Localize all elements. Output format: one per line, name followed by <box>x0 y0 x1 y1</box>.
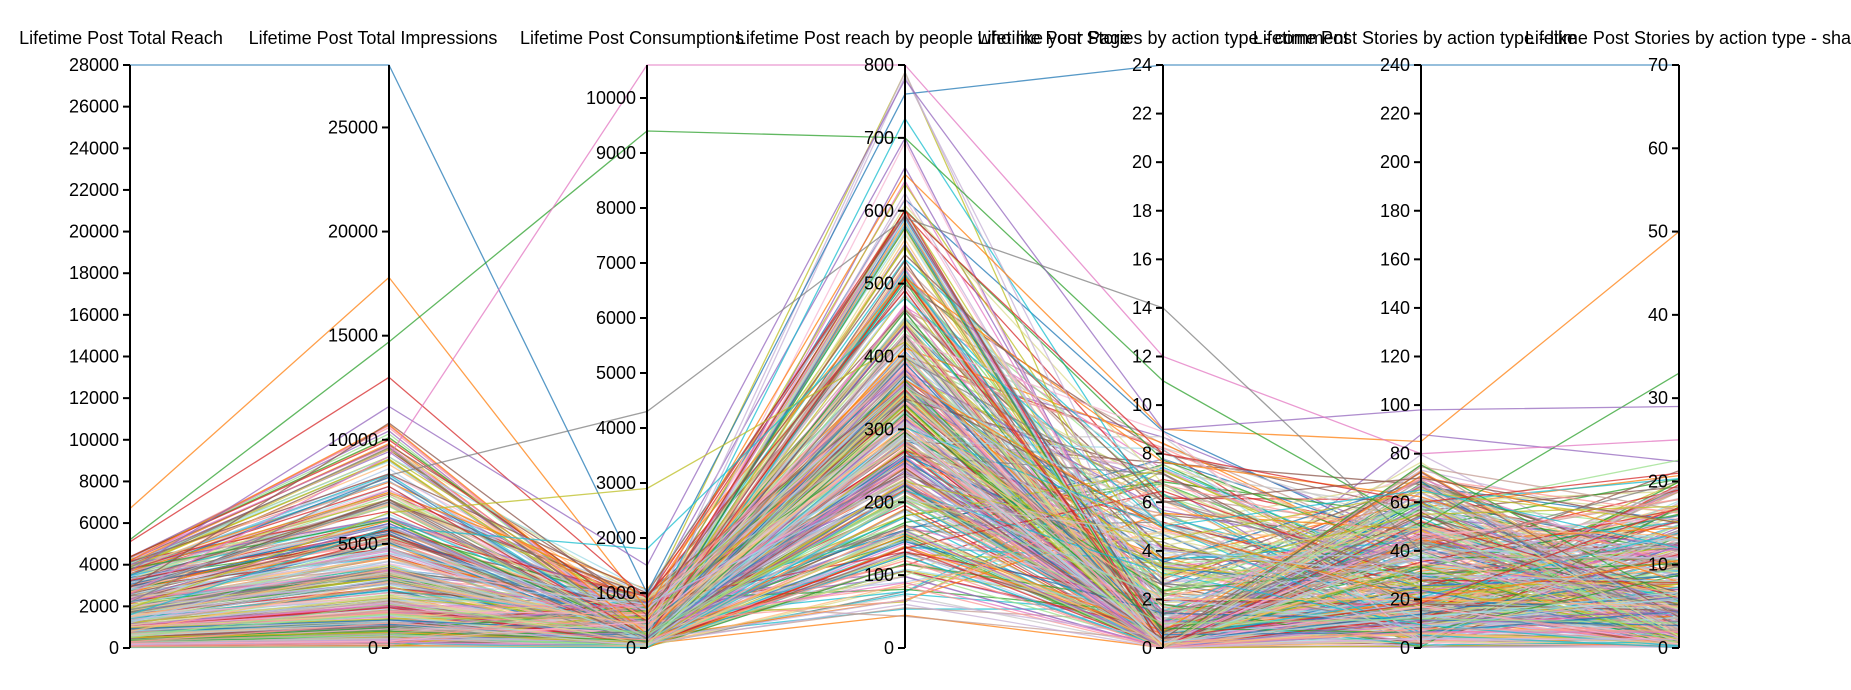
tick-label: 60 <box>1390 492 1410 512</box>
tick-label: 10000 <box>328 430 378 450</box>
tick-label: 22 <box>1132 104 1152 124</box>
tick-label: 4000 <box>596 418 636 438</box>
axis-6: 0 20 40 60 80 100 120 140 160 180 200 220 240 Lifetim… <box>1253 28 1577 658</box>
tick-label: 100 <box>864 565 894 585</box>
tick-label: 30 <box>1648 388 1668 408</box>
axis-title: Lifetime Post Total Reach <box>19 28 223 48</box>
tick-label: 40 <box>1648 305 1668 325</box>
tick-label: 4000 <box>79 555 119 575</box>
tick-label: 0 <box>1658 638 1668 658</box>
tick-label: 18000 <box>69 263 119 283</box>
tick-label: 15000 <box>328 326 378 346</box>
tick-label: 16000 <box>69 305 119 325</box>
tick-label: 400 <box>864 347 894 367</box>
tick-label: 60 <box>1648 138 1668 158</box>
tick-label: 5000 <box>338 534 378 554</box>
tick-label: 1000 <box>596 583 636 603</box>
tick-label: 0 <box>884 638 894 658</box>
tick-label: 600 <box>864 201 894 221</box>
tick-label: 20 <box>1132 152 1152 172</box>
tick-label: 70 <box>1648 55 1668 75</box>
tick-label: 24 <box>1132 55 1152 75</box>
tick-label: 0 <box>368 638 378 658</box>
tick-label: 2000 <box>79 596 119 616</box>
tick-label: 200 <box>864 492 894 512</box>
tick-label: 26000 <box>69 97 119 117</box>
axis-title: Lifetime Post Stories by action type - c… <box>977 28 1348 48</box>
tick-label: 6 <box>1142 492 1152 512</box>
tick-label: 160 <box>1380 249 1410 269</box>
tick-label: 22000 <box>69 180 119 200</box>
axis-2: 0 5000 10000 15000 20000 25000 Lifetime Post T… <box>249 28 498 658</box>
tick-label: 0 <box>626 638 636 658</box>
tick-label: 40 <box>1390 541 1410 561</box>
tick-label: 20 <box>1648 471 1668 491</box>
tick-label: 8000 <box>596 198 636 218</box>
tick-label: 50 <box>1648 222 1668 242</box>
tick-label: 2000 <box>596 528 636 548</box>
axis-1: 0 2000 4000 6000 8000 10000 12000 14000 16000 180… <box>19 28 223 658</box>
tick-label: 6000 <box>596 308 636 328</box>
tick-label: 10 <box>1648 555 1668 575</box>
tick-label: 3000 <box>596 473 636 493</box>
tick-label: 10 <box>1132 395 1152 415</box>
tick-label: 18 <box>1132 201 1152 221</box>
tick-label: 7000 <box>596 253 636 273</box>
tick-label: 200 <box>1380 152 1410 172</box>
axes-group: 0200040006000800010000120001400016000180… <box>19 28 1851 658</box>
tick-label: 10000 <box>69 430 119 450</box>
tick-label: 24000 <box>69 138 119 158</box>
axis-title: Lifetime Post Stories by action type - l… <box>1253 28 1577 48</box>
tick-label: 0 <box>109 638 119 658</box>
tick-label: 500 <box>864 274 894 294</box>
tick-label: 20000 <box>69 222 119 242</box>
tick-label: 28000 <box>69 55 119 75</box>
tick-label: 12000 <box>69 388 119 408</box>
tick-label: 80 <box>1390 444 1410 464</box>
tick-label: 0 <box>1142 638 1152 658</box>
axis-3: 0 1000 2000 3000 4000 5000 6000 7000 8000 9000 100… <box>520 28 744 658</box>
tick-label: 180 <box>1380 201 1410 221</box>
tick-label: 220 <box>1380 104 1410 124</box>
tick-label: 4 <box>1142 541 1152 561</box>
tick-label: 16 <box>1132 249 1152 269</box>
tick-label: 0 <box>1400 638 1410 658</box>
tick-label: 12 <box>1132 347 1152 367</box>
axis-7: 0 10 20 30 40 50 60 70 Lifetime Post Stories by … <box>1525 28 1851 658</box>
tick-label: 240 <box>1380 55 1410 75</box>
tick-label: 700 <box>864 128 894 148</box>
axis-4: 0 100 200 300 400 500 600 700 800 Lifetime Post r… <box>736 28 1130 658</box>
tick-label: 120 <box>1380 347 1410 367</box>
tick-label: 8 <box>1142 444 1152 464</box>
tick-label: 140 <box>1380 298 1410 318</box>
tick-label: 2 <box>1142 589 1152 609</box>
axis-title: Lifetime Post Stories by action type - s… <box>1525 28 1851 48</box>
tick-label: 10000 <box>586 88 636 108</box>
tick-label: 9000 <box>596 143 636 163</box>
tick-label: 8000 <box>79 471 119 491</box>
tick-label: 14 <box>1132 298 1152 318</box>
tick-label: 300 <box>864 419 894 439</box>
tick-label: 20000 <box>328 222 378 242</box>
tick-label: 800 <box>864 55 894 75</box>
tick-label: 5000 <box>596 363 636 383</box>
tick-label: 100 <box>1380 395 1410 415</box>
tick-label: 6000 <box>79 513 119 533</box>
tick-label: 25000 <box>328 117 378 137</box>
axis-title: Lifetime Post Total Impressions <box>249 28 498 48</box>
tick-label: 20 <box>1390 589 1410 609</box>
tick-label: 14000 <box>69 347 119 367</box>
axis-title: Lifetime Post Consumptions <box>520 28 744 48</box>
axis-title: Lifetime Post reach by people who like y… <box>736 28 1130 48</box>
